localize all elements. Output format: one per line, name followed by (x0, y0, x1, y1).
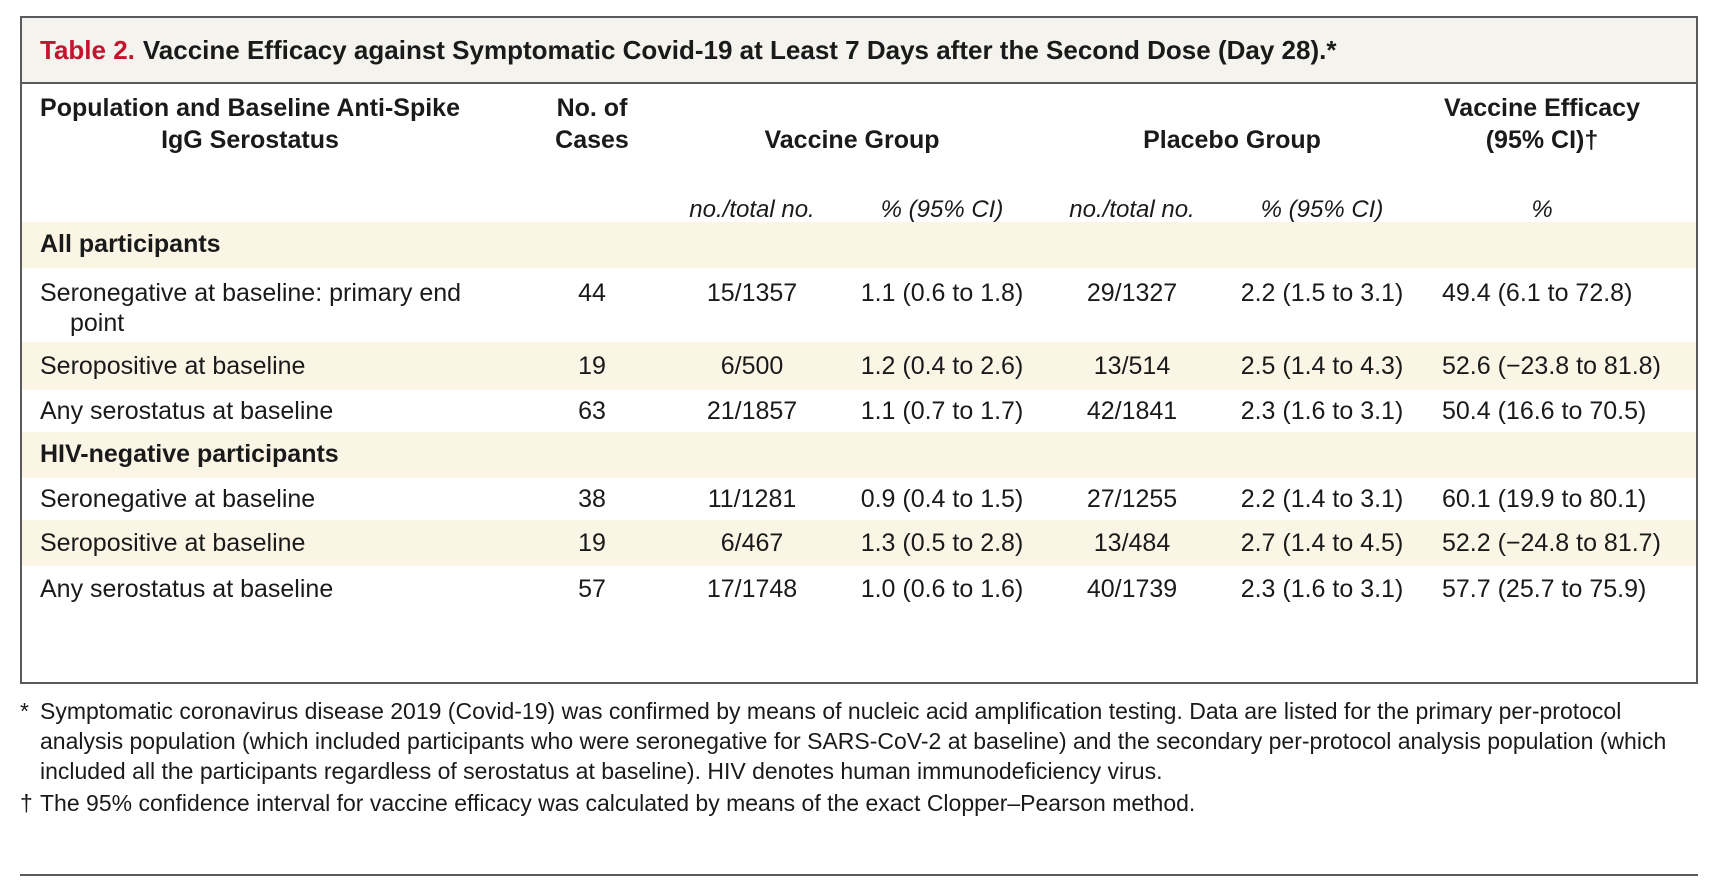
bottom-rule (20, 874, 1698, 876)
cell-population: Any serostatus at baseline (40, 575, 334, 603)
cell-cases: 19 (578, 352, 606, 380)
cell-vaccine-no: 11/1281 (707, 485, 797, 513)
cell-population: Seropositive at baseline (40, 529, 306, 557)
header-placebo-group: Placebo Group (1143, 126, 1321, 154)
cell-cases: 44 (578, 279, 606, 307)
cell-placebo-pct: 2.3 (1.6 to 3.1) (1240, 575, 1404, 603)
cell-placebo-no: 13/484 (1093, 529, 1171, 557)
cell-placebo-pct: 2.5 (1.4 to 4.3) (1240, 352, 1404, 380)
cell-efficacy: 52.6 (−23.8 to 81.8) (1442, 352, 1661, 380)
cell-vaccine-pct: 0.9 (0.4 to 1.5) (860, 485, 1024, 513)
cell-placebo-pct: 2.2 (1.4 to 3.1) (1240, 485, 1404, 513)
cell-cases: 38 (578, 485, 606, 513)
cell-vaccine-pct: 1.1 (0.7 to 1.7) (860, 397, 1024, 425)
cell-vaccine-pct: 1.3 (0.5 to 2.8) (860, 529, 1024, 557)
footnote-text: The 95% confidence interval for vaccine … (40, 790, 1196, 816)
table-row: Seronegative at baseline 38 11/1281 0.9 … (22, 474, 1696, 524)
footnote: † The 95% confidence interval for vaccin… (20, 788, 1700, 818)
cell-cases: 57 (578, 575, 606, 603)
header-vaccine-group: Vaccine Group (764, 126, 940, 154)
section-label: HIV-negative participants (40, 440, 339, 468)
subheader-placebo-pct: % (95% CI) (1260, 196, 1384, 223)
footnote-symbol: † (20, 790, 33, 816)
subheader-efficacy-pct: % (1531, 196, 1553, 223)
cell-placebo-no: 40/1739 (1086, 575, 1178, 603)
cell-placebo-pct: 2.7 (1.4 to 4.5) (1240, 529, 1404, 557)
cell-cases: 63 (578, 397, 606, 425)
subheader-vaccine-pct: % (95% CI) (880, 196, 1004, 223)
cell-vaccine-no: 15/1357 (706, 279, 798, 307)
table-row: Seropositive at baseline 19 6/500 1.2 (0… (22, 341, 1696, 391)
row-band (22, 342, 1696, 390)
header-efficacy: Vaccine Efficacy (95% CI)† (1444, 94, 1640, 154)
cell-vaccine-pct: 1.2 (0.4 to 2.6) (860, 352, 1024, 380)
footnote-text: Symptomatic coronavirus disease 2019 (Co… (40, 698, 1667, 784)
section-band: HIV-negative participants (22, 432, 1696, 478)
cell-population: Seronegative at baseline (40, 485, 316, 513)
table-row: Any serostatus at baseline 63 21/1857 1.… (22, 386, 1696, 436)
table-row: Seronegative at baseline: primary end po… (22, 268, 1696, 342)
cell-efficacy: 49.4 (6.1 to 72.8) (1442, 279, 1633, 307)
cell-efficacy: 60.1 (19.9 to 80.1) (1442, 485, 1647, 513)
cell-vaccine-no: 17/1748 (706, 575, 798, 603)
table-row: Seropositive at baseline 19 6/467 1.3 (0… (22, 518, 1696, 568)
table-frame: Table 2. Vaccine Efficacy against Sympto… (20, 16, 1698, 684)
cell-cases: 19 (578, 529, 606, 557)
table-label: Table 2. (40, 34, 135, 65)
cell-efficacy: 50.4 (16.6 to 70.5) (1442, 397, 1647, 425)
subheader-placebo-no: no./total no. (1069, 196, 1195, 223)
table-row: Any serostatus at baseline 57 17/1748 1.… (22, 564, 1696, 614)
footnotes: * Symptomatic coronavirus disease 2019 (… (20, 696, 1700, 820)
cell-vaccine-no: 6/467 (720, 529, 784, 557)
table-title-bar: Table 2. Vaccine Efficacy against Sympto… (22, 18, 1696, 84)
footnote: * Symptomatic coronavirus disease 2019 (… (20, 696, 1700, 786)
cell-population: Any serostatus at baseline (40, 397, 334, 425)
cell-placebo-no: 13/514 (1093, 352, 1171, 380)
cell-vaccine-no: 6/500 (720, 352, 784, 380)
cell-population: Seronegative at baseline: primary end po… (40, 279, 462, 337)
section-band: All participants (22, 222, 1696, 268)
table-title: Vaccine Efficacy against Symptomatic Cov… (142, 34, 1337, 65)
cell-efficacy: 52.2 (−24.8 to 81.7) (1442, 529, 1661, 557)
cell-placebo-no: 27/1255 (1086, 485, 1178, 513)
cell-efficacy: 57.7 (25.7 to 75.9) (1442, 575, 1647, 603)
cell-population: Seropositive at baseline (40, 352, 306, 380)
cell-vaccine-pct: 1.0 (0.6 to 1.6) (860, 575, 1024, 603)
cell-placebo-no: 42/1841 (1086, 397, 1178, 425)
header-cases: No. of Cases (555, 94, 629, 154)
footnote-symbol: * (20, 698, 29, 724)
cell-placebo-pct: 2.2 (1.5 to 3.1) (1240, 279, 1404, 307)
row-band (22, 520, 1696, 566)
cell-vaccine-no: 21/1857 (706, 397, 798, 425)
cell-vaccine-pct: 1.1 (0.6 to 1.8) (860, 279, 1024, 307)
header-population: Population and Baseline Anti-Spike IgG S… (40, 94, 460, 154)
subheader-vaccine-no: no./total no. (689, 196, 815, 223)
cell-placebo-no: 29/1327 (1086, 279, 1178, 307)
section-label: All participants (40, 230, 221, 258)
cell-placebo-pct: 2.3 (1.6 to 3.1) (1240, 397, 1404, 425)
